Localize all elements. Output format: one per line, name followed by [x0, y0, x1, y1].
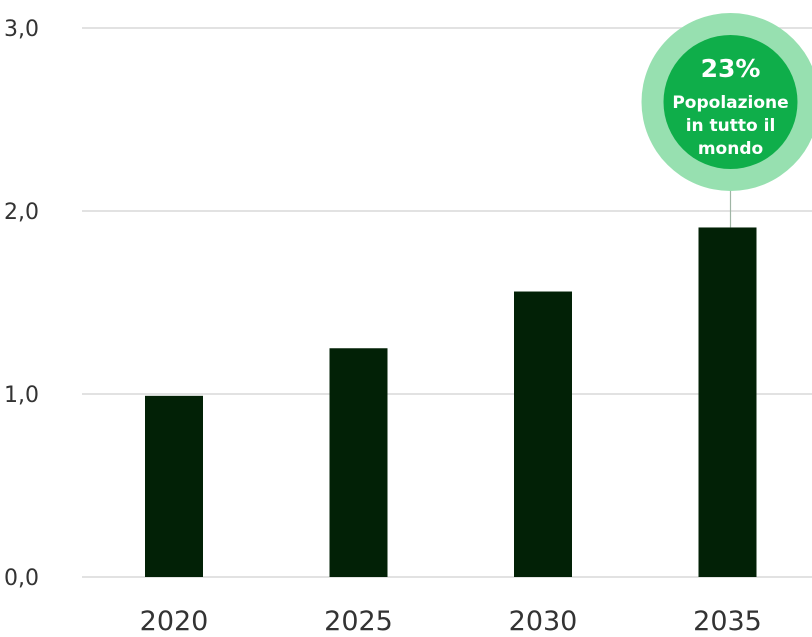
callout-label-line: Popolazione — [672, 93, 788, 113]
callout-label-line: mondo — [698, 139, 763, 159]
x-tick-label: 2025 — [324, 606, 393, 637]
bar — [698, 227, 757, 577]
y-axis-ticks: 0,0 1,0 2,0 3,0 — [4, 17, 39, 591]
y-tick-label: 0,0 — [4, 566, 39, 591]
x-tick-label: 2020 — [140, 606, 209, 637]
callout-value: 23% — [701, 54, 761, 83]
callout-label-line: in tutto il — [686, 116, 776, 136]
bars — [145, 227, 757, 577]
bar — [329, 348, 388, 577]
y-tick-label: 1,0 — [4, 383, 39, 408]
y-tick-label: 3,0 — [4, 17, 39, 42]
x-tick-label: 2035 — [693, 606, 762, 637]
x-axis-ticks: 2020 2025 2030 2035 — [140, 606, 762, 637]
bar — [514, 291, 572, 577]
y-tick-label: 2,0 — [4, 200, 39, 225]
callout: 23% Popolazione in tutto il mondo — [641, 13, 812, 228]
x-tick-label: 2030 — [509, 606, 578, 637]
callout-inner-circle — [663, 35, 798, 169]
bar — [145, 395, 203, 577]
